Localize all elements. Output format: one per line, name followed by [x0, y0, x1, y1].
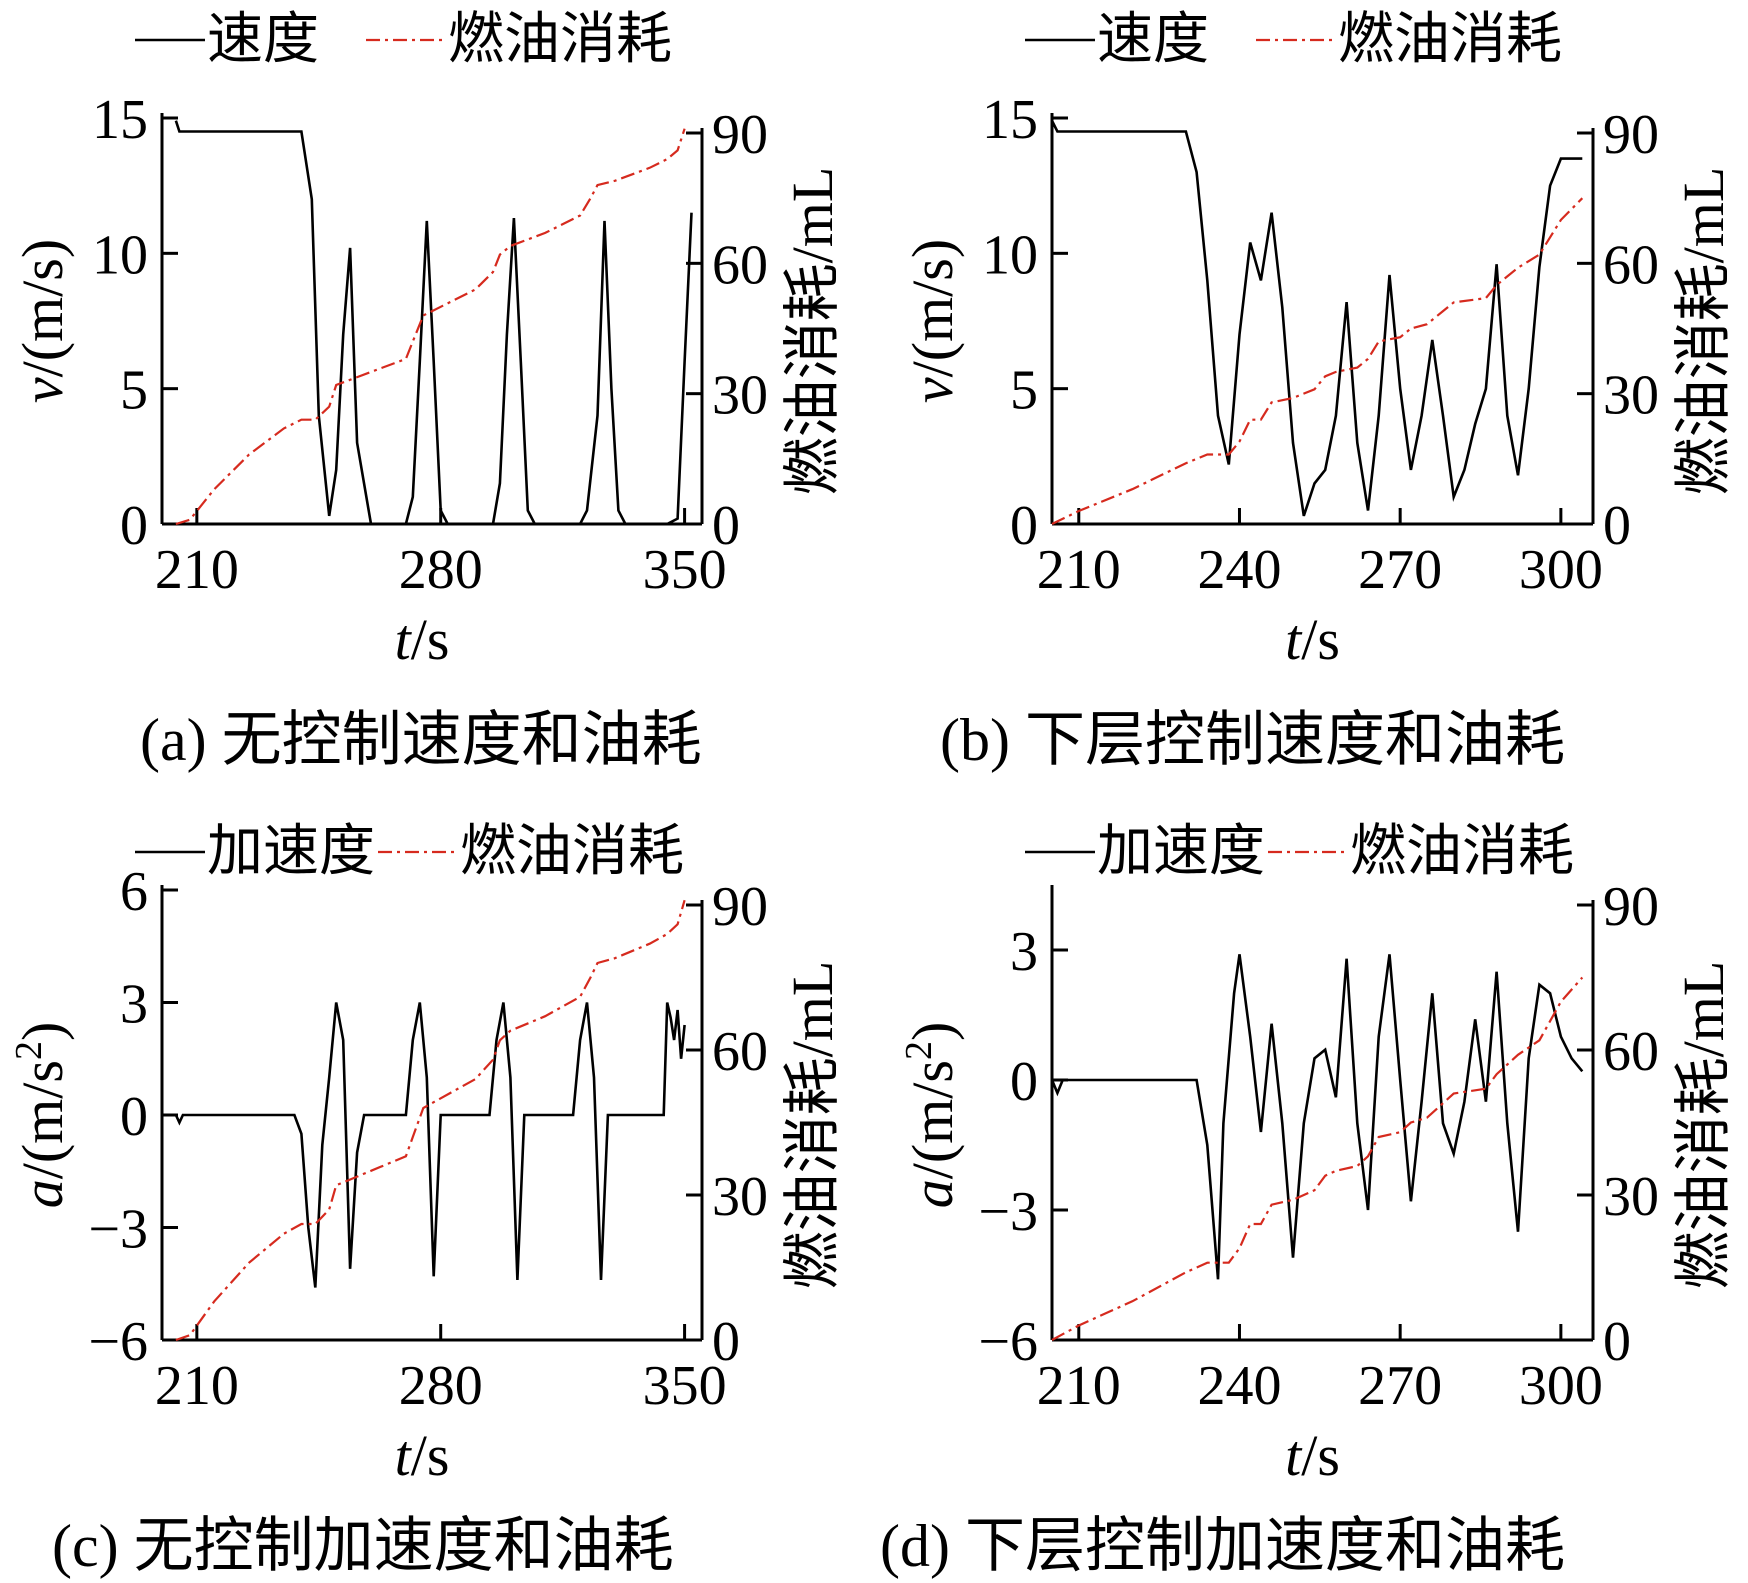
primary-series-line: [1050, 954, 1584, 1280]
x-tick-label: 280: [399, 539, 483, 601]
y-left-tick-label: 10: [982, 224, 1038, 286]
panel-caption: (c) 无控制加速度和油耗: [52, 1513, 674, 1579]
y-right-tick-label: 30: [712, 1166, 768, 1228]
legend-label: 燃油消耗: [460, 819, 684, 884]
x-tick-label: 350: [643, 1355, 727, 1417]
legend-label: 加速度: [207, 819, 375, 884]
y-left-axis-title: v/(m/s): [900, 239, 965, 403]
y-left-tick-label: 3: [1010, 921, 1038, 983]
y-right-tick-label: 60: [712, 234, 768, 296]
fuel-series-line: [1051, 976, 1584, 1341]
y-left-tick-label: 5: [120, 360, 148, 422]
y-right-tick-label: 30: [712, 365, 768, 427]
panel-caption: (d) 下层控制加速度和油耗: [880, 1513, 1565, 1579]
x-tick-label: 280: [399, 1355, 483, 1417]
x-tick-label: 210: [1037, 539, 1121, 601]
legend-label: 速度: [1097, 7, 1209, 72]
y-right-axis-title: 燃油消耗/mL: [1671, 961, 1736, 1290]
y-right-axis-title: 燃油消耗/mL: [1671, 167, 1736, 496]
y-right-tick-label: 60: [1603, 1021, 1659, 1083]
legend: 加速度 燃油消耗: [1025, 819, 1574, 884]
y-left-tick-label: 0: [120, 1086, 148, 1148]
y-left-axis-title: a/(m/s2): [898, 1022, 965, 1209]
x-tick-label: 210: [1037, 1355, 1121, 1417]
x-tick-label: 240: [1197, 1355, 1281, 1417]
legend-label: 燃油消耗: [448, 7, 672, 72]
y-right-tick-label: 90: [712, 104, 768, 166]
x-axis-title: t/s: [1285, 1423, 1340, 1488]
y-right-tick-label: 60: [712, 1021, 768, 1083]
y-right-tick-label: 0: [1603, 495, 1631, 557]
primary-series-line: [174, 120, 693, 526]
y-left-tick-label: 0: [1010, 1051, 1038, 1113]
y-left-tick-label: 6: [120, 861, 148, 923]
y-left-tick-label: 10: [92, 224, 148, 286]
legend-label: 加速度: [1097, 819, 1265, 884]
x-tick-label: 270: [1358, 539, 1442, 601]
x-axis-title: t/s: [395, 1423, 450, 1488]
x-tick-label: 270: [1358, 1355, 1442, 1417]
fuel-series-line: [175, 899, 686, 1342]
fuel-series-line: [175, 128, 686, 526]
y-left-tick-label: 0: [1010, 495, 1038, 557]
panel-caption: (b) 下层控制速度和油耗: [940, 707, 1565, 773]
y-left-tick-label: 3: [120, 974, 148, 1036]
y-right-tick-label: 0: [712, 495, 740, 557]
x-tick-label: 210: [155, 1355, 239, 1417]
y-right-tick-label: 90: [1603, 104, 1659, 166]
y-right-tick-label: 30: [1603, 1166, 1659, 1228]
y-left-tick-label: −6: [978, 1311, 1038, 1373]
primary-series-line: [1050, 120, 1583, 517]
y-right-tick-label: 90: [712, 876, 768, 938]
legend: 加速度 燃油消耗: [135, 819, 684, 884]
y-left-tick-label: 5: [1010, 360, 1038, 422]
y-left-axis-title: v/(m/s): [10, 239, 75, 403]
x-tick-label: 240: [1197, 539, 1281, 601]
x-tick-label: 210: [155, 539, 239, 601]
legend-label: 速度: [207, 7, 319, 72]
y-right-tick-label: 30: [1603, 365, 1659, 427]
legend-label: 燃油消耗: [1338, 7, 1562, 72]
panel-caption: (a) 无控制速度和油耗: [140, 707, 702, 773]
y-left-tick-label: 15: [92, 89, 148, 151]
x-tick-label: 300: [1519, 539, 1603, 601]
x-tick-label: 300: [1519, 1355, 1603, 1417]
y-left-tick-label: −3: [978, 1181, 1038, 1243]
y-right-tick-label: 90: [1603, 876, 1659, 938]
y-right-tick-label: 0: [712, 1311, 740, 1373]
y-left-tick-label: 0: [120, 495, 148, 557]
y-right-axis-title: 燃油消耗/mL: [780, 167, 845, 496]
legend: 速度 燃油消耗: [135, 7, 672, 72]
y-right-tick-label: 60: [1603, 234, 1659, 296]
y-left-axis-title: a/(m/s2): [8, 1022, 75, 1209]
legend-label: 燃油消耗: [1350, 819, 1574, 884]
y-left-tick-label: 15: [982, 89, 1038, 151]
primary-series-line: [174, 1002, 686, 1288]
x-axis-title: t/s: [1285, 607, 1340, 672]
x-tick-label: 350: [643, 539, 727, 601]
y-right-axis-title: 燃油消耗/mL: [780, 961, 845, 1290]
x-axis-title: t/s: [395, 607, 450, 672]
y-right-tick-label: 0: [1603, 1311, 1631, 1373]
y-left-tick-label: −3: [88, 1199, 148, 1261]
y-left-tick-label: −6: [88, 1311, 148, 1373]
legend: 速度 燃油消耗: [1025, 7, 1562, 72]
